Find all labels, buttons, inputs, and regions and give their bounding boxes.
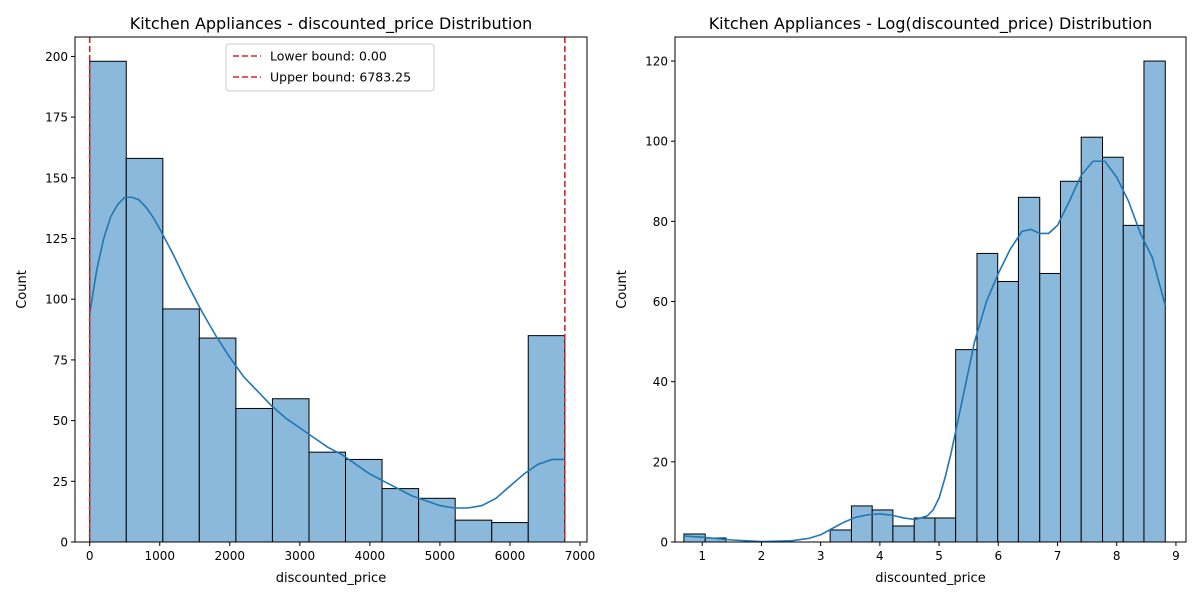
x-tick-label: 7000 [565, 549, 596, 563]
histogram-bar [829, 529, 852, 543]
legend-label: Upper bound: 6783.25 [270, 70, 411, 85]
y-tick-label: 100 [45, 293, 68, 307]
y-tick-label: 100 [645, 135, 668, 149]
histogram-bar [1122, 224, 1145, 543]
histogram-bar [125, 157, 164, 543]
y-tick-label: 200 [45, 50, 68, 64]
x-axis-label: discounted_price [875, 571, 985, 586]
histogram-bar [997, 280, 1019, 543]
x-tick-label: 2000 [215, 549, 246, 563]
histogram-bar [683, 533, 706, 543]
histogram-bar [454, 519, 493, 543]
y-tick-label: 50 [53, 414, 68, 428]
y-axis-label: Count [15, 270, 30, 309]
x-tick-label: 4 [876, 549, 884, 563]
histogram-bar [89, 60, 127, 543]
histogram-bar [892, 525, 915, 543]
legend: Lower bound: 0.00 Upper bound: 6783.25 [225, 43, 435, 92]
y-tick-label: 60 [653, 295, 668, 309]
x-axis-label: discounted_price [276, 571, 386, 586]
legend-box [225, 43, 435, 92]
histogram-bar [271, 398, 310, 543]
histogram-bar [418, 497, 456, 543]
y-tick-label: 40 [653, 375, 668, 389]
histogram-bar [491, 522, 529, 543]
histogram-bar [235, 407, 273, 543]
y-tick-label: 75 [53, 353, 68, 367]
histogram-bar [1039, 272, 1061, 543]
histogram-bar [1080, 136, 1104, 543]
log-price-distribution-panel: 1 2 3 4 5 6 7 8 9 0 20 40 60 80 100 120 Kitchen Applianc… [615, 14, 1187, 586]
x-tick-label: 8 [1113, 549, 1121, 563]
x-tick-label: 9 [1172, 549, 1180, 563]
x-tick-label: 2 [758, 549, 766, 563]
histogram-bar [1143, 60, 1166, 543]
axes-frame [74, 36, 588, 543]
histogram-bar [934, 517, 957, 543]
histogram-bar [344, 458, 383, 543]
y-tick-label: 150 [45, 171, 68, 185]
histogram-bar [381, 488, 420, 543]
price-distribution-panel: Lower bound: 0.00 Upper bound: 6783.25 0 10… [15, 14, 595, 586]
y-tick-label: 125 [45, 232, 68, 246]
y-tick-label: 20 [653, 455, 668, 469]
y-tick-label: 0 [60, 536, 68, 550]
x-tick-label: 7 [1054, 549, 1062, 563]
histogram-bar [308, 451, 346, 543]
chart-title: Kitchen Appliances - discounted_price Di… [130, 14, 533, 34]
histogram-bar [976, 252, 999, 543]
axes-frame [674, 36, 1187, 543]
histogram-bar [198, 337, 237, 543]
histogram-bar [1059, 180, 1082, 543]
x-tick-label: 3 [817, 549, 825, 563]
x-tick-label: 1000 [144, 549, 175, 563]
x-tick-label: 6000 [495, 549, 526, 563]
chart-title: Kitchen Appliances - Log(discounted_pric… [709, 14, 1153, 34]
histogram-bar [1017, 196, 1041, 543]
legend-label: Lower bound: 0.00 [270, 49, 387, 64]
x-tick-label: 6 [994, 549, 1002, 563]
y-tick-label: 0 [660, 536, 668, 550]
y-tick-label: 80 [653, 215, 668, 229]
histogram-bar [913, 517, 936, 543]
histogram-bar [162, 308, 200, 543]
x-tick-label: 5000 [425, 549, 456, 563]
y-tick-label: 175 [45, 111, 68, 125]
histogram-bar [850, 505, 873, 543]
x-tick-label: 1 [698, 549, 706, 563]
kde-curve [683, 160, 1167, 543]
x-tick-label: 3000 [285, 549, 316, 563]
x-tick-label: 5 [935, 549, 943, 563]
histogram-bar [1102, 156, 1124, 543]
y-axis-label: Count [615, 270, 630, 309]
x-tick-label: 0 [86, 549, 94, 563]
x-tick-label: 4000 [355, 549, 386, 563]
histogram-bar [527, 335, 566, 543]
y-tick-label: 25 [53, 475, 68, 489]
y-tick-label: 120 [645, 55, 668, 69]
kde-curve [88, 196, 565, 509]
